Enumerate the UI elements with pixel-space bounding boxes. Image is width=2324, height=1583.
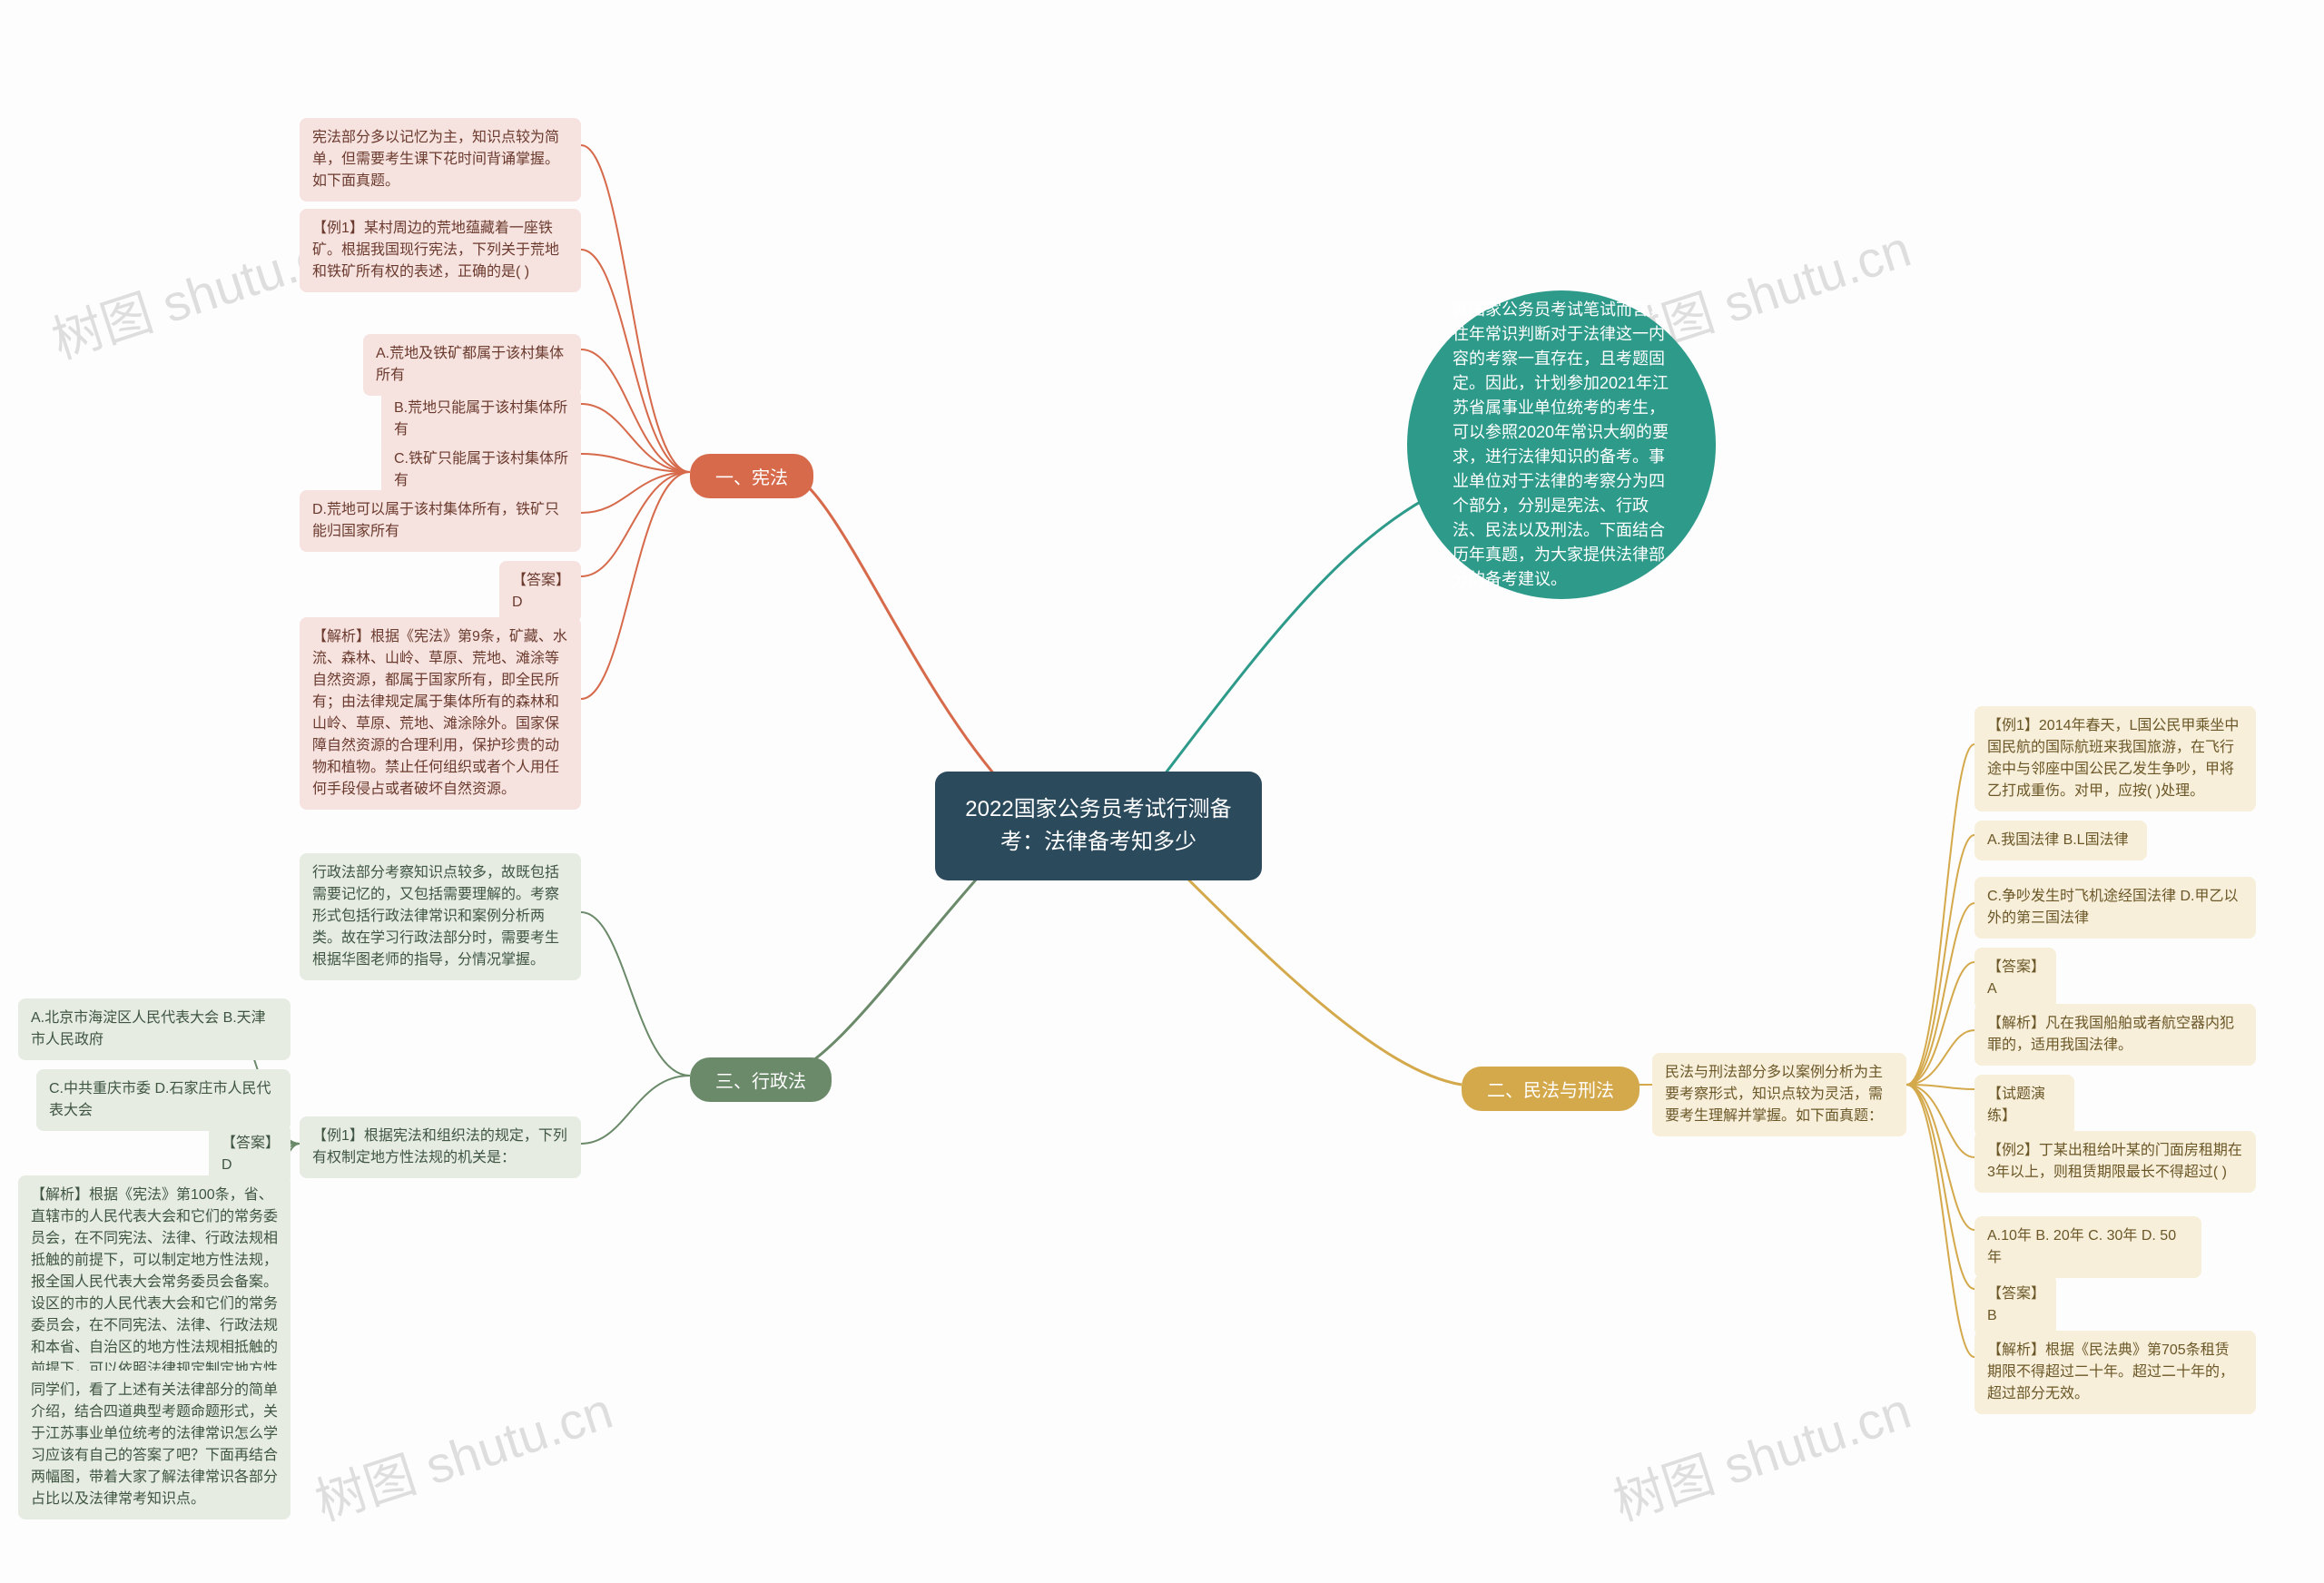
b3-example1: 【例1】根据宪法和组织法的规定，下列有权制定地方性法规的机关是： bbox=[300, 1116, 581, 1178]
b2-explanation2: 【解析】根据《民法典》第705条租赁期限不得超过二十年。超过二十年的，超过部分无… bbox=[1974, 1331, 2256, 1414]
b2-explanation1: 【解析】凡在我国船舶或者航空器内犯罪的，适用我国法律。 bbox=[1974, 1004, 2256, 1066]
intro-text: 就国家公务员考试笔试而言，往年常识判断对于法律这一内容的考察一直存在，且考题固定… bbox=[1452, 298, 1670, 592]
b2-intro: 民法与刑法部分多以案例分析为主要考察形式，知识点较为灵活，需要考生理解并掌握。如… bbox=[1652, 1053, 1906, 1136]
branch-civil-criminal[interactable]: 二、民法与刑法 bbox=[1462, 1067, 1640, 1111]
b3-outro: 同学们，看了上述有关法律部分的简单介绍，结合四道典型考题命题形式，关于江苏事业单… bbox=[18, 1371, 290, 1519]
root-title: 2022国家公务员考试行测备考：法律备考知多少 bbox=[965, 797, 1231, 854]
branch-label: 一、宪法 bbox=[715, 468, 788, 488]
b3-option-a: A.北京市海淀区人民代表大会 B.天津市人民政府 bbox=[18, 998, 290, 1060]
b2-options2: A.10年 B. 20年 C. 30年 D. 50年 bbox=[1974, 1216, 2201, 1278]
b1-intro: 宪法部分多以记忆为主，知识点较为简单，但需要考生课下花时间背诵掌握。如下面真题。 bbox=[300, 118, 581, 202]
branch-admin-law[interactable]: 三、行政法 bbox=[690, 1057, 832, 1102]
b2-option-a: A.我国法律 B.L国法律 bbox=[1974, 821, 2147, 860]
watermark: 树图 shutu.cn bbox=[1603, 1371, 1919, 1536]
intro-node[interactable]: 就国家公务员考试笔试而言，往年常识判断对于法律这一内容的考察一直存在，且考题固定… bbox=[1407, 290, 1716, 599]
b1-explanation: 【解析】根据《宪法》第9条，矿藏、水流、森林、山岭、草原、荒地、滩涂等自然资源，… bbox=[300, 617, 581, 810]
root-node[interactable]: 2022国家公务员考试行测备考：法律备考知多少 bbox=[935, 772, 1262, 880]
watermark: 树图 shutu.cn bbox=[305, 1371, 621, 1536]
b2-practice: 【试题演练】 bbox=[1974, 1075, 2074, 1136]
b2-option-c: C.争吵发生时飞机途经国法律 D.甲乙以外的第三国法律 bbox=[1974, 877, 2256, 939]
b2-example1: 【例1】2014年春天，L国公民甲乘坐中国民航的国际航班来我国旅游，在飞行途中与… bbox=[1974, 706, 2256, 811]
b2-example2: 【例2】丁某出租给叶某的门面房租期在3年以上，则租赁期限最长不得超过( ) bbox=[1974, 1131, 2256, 1193]
b1-option-d: D.荒地可以属于该村集体所有，铁矿只能归国家所有 bbox=[300, 490, 581, 552]
b3-intro: 行政法部分考察知识点较多，故既包括需要记忆的，又包括需要理解的。考察形式包括行政… bbox=[300, 853, 581, 980]
b2-answer1: 【答案】A bbox=[1974, 948, 2056, 1009]
b1-option-a: A.荒地及铁矿都属于该村集体所有 bbox=[363, 334, 581, 396]
b1-answer: 【答案】D bbox=[499, 561, 581, 623]
branch-label: 二、民法与刑法 bbox=[1487, 1081, 1614, 1101]
branch-constitution[interactable]: 一、宪法 bbox=[690, 454, 813, 498]
b2-answer2: 【答案】B bbox=[1974, 1274, 2056, 1336]
b3-option-c: C.中共重庆市委 D.石家庄市人民代表大会 bbox=[36, 1069, 290, 1131]
b1-example1: 【例1】某村周边的荒地蕴藏着一座铁矿。根据我国现行宪法，下列关于荒地和铁矿所有权… bbox=[300, 209, 581, 292]
branch-label: 三、行政法 bbox=[715, 1072, 806, 1092]
